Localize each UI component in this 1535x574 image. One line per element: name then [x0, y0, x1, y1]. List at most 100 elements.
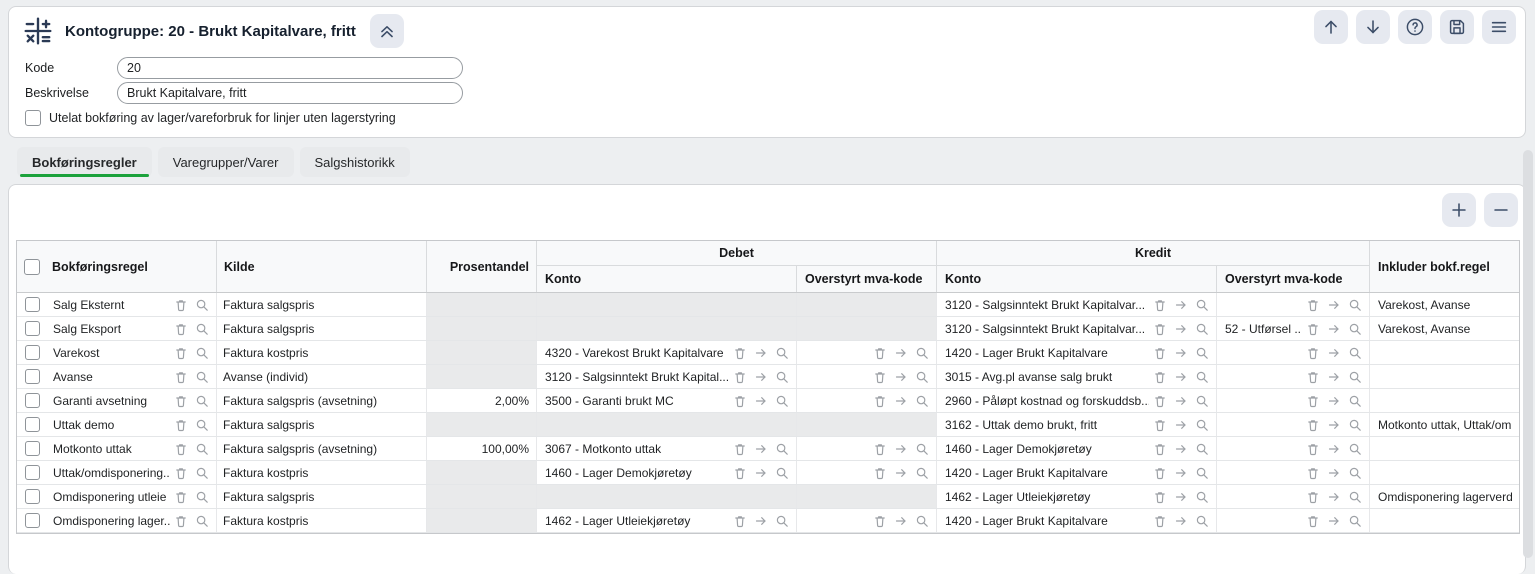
search-icon[interactable]	[1195, 298, 1209, 312]
search-icon[interactable]	[1195, 466, 1209, 480]
goto-arrow-icon[interactable]	[1174, 322, 1188, 336]
goto-arrow-icon[interactable]	[754, 514, 768, 528]
add-row-button[interactable]	[1442, 193, 1476, 227]
goto-arrow-icon[interactable]	[894, 370, 908, 384]
menu-button[interactable]	[1482, 10, 1516, 44]
delete-icon[interactable]	[1306, 442, 1320, 456]
goto-arrow-icon[interactable]	[754, 466, 768, 480]
tab-bokforingsregler[interactable]: Bokføringsregler	[17, 147, 152, 177]
delete-icon[interactable]	[174, 490, 188, 504]
search-icon[interactable]	[1348, 322, 1362, 336]
delete-icon[interactable]	[1153, 466, 1167, 480]
delete-icon[interactable]	[1306, 322, 1320, 336]
search-icon[interactable]	[1195, 346, 1209, 360]
goto-arrow-icon[interactable]	[1174, 370, 1188, 384]
row-checkbox[interactable]	[24, 489, 40, 504]
search-icon[interactable]	[915, 442, 929, 456]
delete-icon[interactable]	[733, 346, 747, 360]
delete-icon[interactable]	[174, 394, 188, 408]
search-icon[interactable]	[1348, 514, 1362, 528]
delete-icon[interactable]	[1306, 418, 1320, 432]
row-checkbox[interactable]	[24, 321, 40, 336]
goto-arrow-icon[interactable]	[1327, 514, 1341, 528]
search-icon[interactable]	[195, 298, 209, 312]
search-icon[interactable]	[195, 322, 209, 336]
goto-arrow-icon[interactable]	[894, 466, 908, 480]
collapse-button[interactable]	[369, 14, 404, 48]
goto-arrow-icon[interactable]	[894, 394, 908, 408]
search-icon[interactable]	[775, 394, 789, 408]
row-checkbox[interactable]	[24, 417, 40, 432]
row-checkbox[interactable]	[24, 465, 40, 480]
goto-arrow-icon[interactable]	[1174, 514, 1188, 528]
search-icon[interactable]	[1348, 442, 1362, 456]
search-icon[interactable]	[195, 514, 209, 528]
tab-salgshistorikk[interactable]: Salgshistorikk	[299, 147, 410, 177]
utelat-checkbox[interactable]	[25, 110, 41, 126]
remove-row-button[interactable]	[1484, 193, 1518, 227]
row-checkbox[interactable]	[24, 441, 40, 456]
goto-arrow-icon[interactable]	[1174, 442, 1188, 456]
goto-arrow-icon[interactable]	[1327, 322, 1341, 336]
goto-arrow-icon[interactable]	[1327, 442, 1341, 456]
goto-arrow-icon[interactable]	[754, 370, 768, 384]
delete-icon[interactable]	[733, 442, 747, 456]
delete-icon[interactable]	[733, 514, 747, 528]
delete-icon[interactable]	[174, 418, 188, 432]
nav-down-button[interactable]	[1356, 10, 1390, 44]
delete-icon[interactable]	[1153, 370, 1167, 384]
delete-icon[interactable]	[174, 466, 188, 480]
search-icon[interactable]	[775, 466, 789, 480]
goto-arrow-icon[interactable]	[1327, 490, 1341, 504]
select-all-checkbox[interactable]	[24, 258, 40, 275]
goto-arrow-icon[interactable]	[894, 514, 908, 528]
delete-icon[interactable]	[174, 442, 188, 456]
search-icon[interactable]	[1195, 514, 1209, 528]
row-checkbox[interactable]	[24, 345, 40, 360]
delete-icon[interactable]	[1153, 514, 1167, 528]
delete-icon[interactable]	[733, 466, 747, 480]
search-icon[interactable]	[1348, 394, 1362, 408]
row-checkbox[interactable]	[24, 297, 40, 312]
goto-arrow-icon[interactable]	[1174, 298, 1188, 312]
goto-arrow-icon[interactable]	[1327, 466, 1341, 480]
search-icon[interactable]	[1348, 346, 1362, 360]
search-icon[interactable]	[915, 514, 929, 528]
delete-icon[interactable]	[1153, 490, 1167, 504]
delete-icon[interactable]	[1153, 322, 1167, 336]
help-button[interactable]	[1398, 10, 1432, 44]
delete-icon[interactable]	[1153, 394, 1167, 408]
search-icon[interactable]	[1348, 418, 1362, 432]
search-icon[interactable]	[195, 442, 209, 456]
delete-icon[interactable]	[1306, 466, 1320, 480]
delete-icon[interactable]	[1306, 490, 1320, 504]
goto-arrow-icon[interactable]	[1174, 346, 1188, 360]
delete-icon[interactable]	[174, 514, 188, 528]
search-icon[interactable]	[1348, 298, 1362, 312]
goto-arrow-icon[interactable]	[1327, 346, 1341, 360]
delete-icon[interactable]	[873, 346, 887, 360]
row-checkbox[interactable]	[24, 513, 40, 528]
delete-icon[interactable]	[1153, 442, 1167, 456]
kode-input[interactable]	[117, 57, 463, 79]
goto-arrow-icon[interactable]	[1327, 418, 1341, 432]
goto-arrow-icon[interactable]	[1327, 394, 1341, 408]
search-icon[interactable]	[1195, 370, 1209, 384]
delete-icon[interactable]	[174, 370, 188, 384]
search-icon[interactable]	[195, 346, 209, 360]
search-icon[interactable]	[775, 442, 789, 456]
goto-arrow-icon[interactable]	[894, 442, 908, 456]
goto-arrow-icon[interactable]	[1327, 370, 1341, 384]
search-icon[interactable]	[1195, 418, 1209, 432]
row-checkbox[interactable]	[24, 393, 40, 408]
goto-arrow-icon[interactable]	[1174, 418, 1188, 432]
delete-icon[interactable]	[1306, 346, 1320, 360]
search-icon[interactable]	[775, 346, 789, 360]
search-icon[interactable]	[775, 370, 789, 384]
goto-arrow-icon[interactable]	[1174, 466, 1188, 480]
search-icon[interactable]	[1195, 490, 1209, 504]
vertical-scrollbar[interactable]	[1523, 150, 1533, 558]
delete-icon[interactable]	[733, 394, 747, 408]
beskrivelse-input[interactable]	[117, 82, 463, 104]
delete-icon[interactable]	[174, 346, 188, 360]
